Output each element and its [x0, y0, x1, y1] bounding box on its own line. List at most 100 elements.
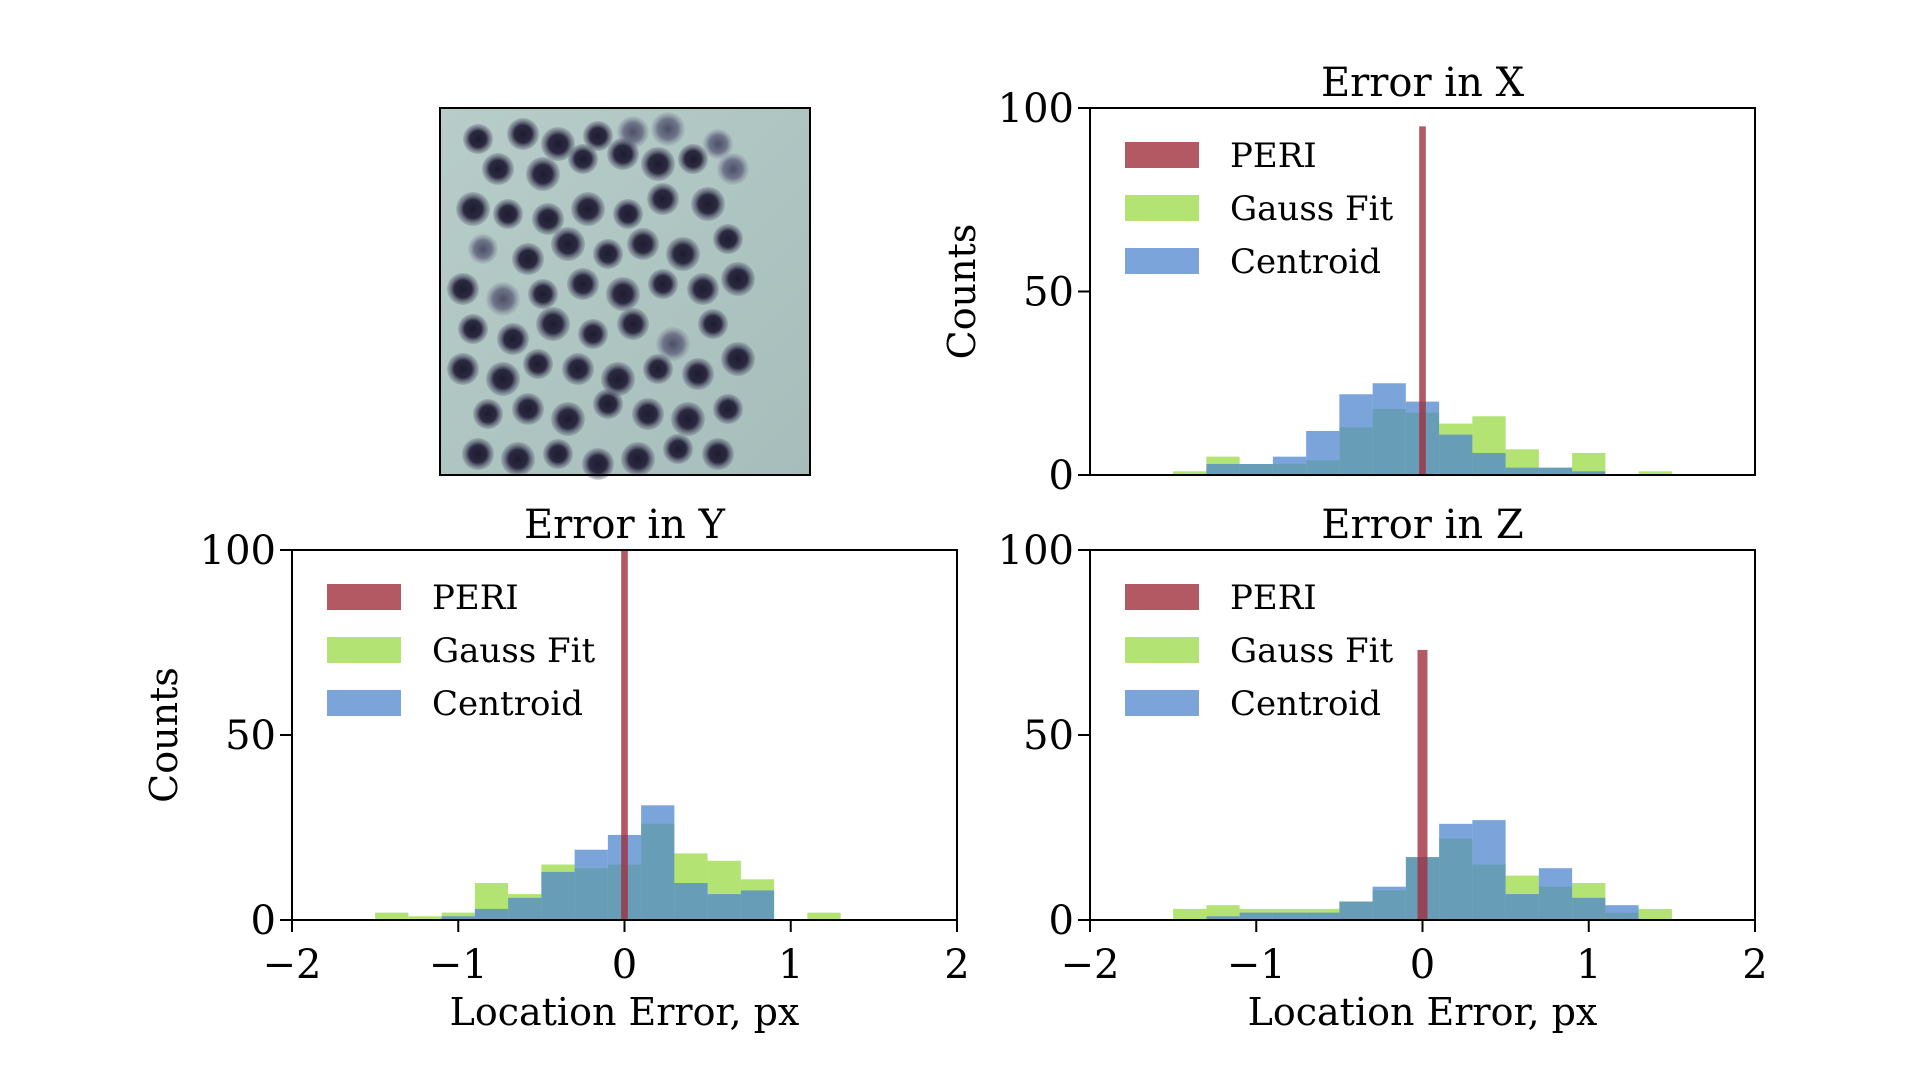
particle — [651, 112, 685, 146]
particle — [583, 121, 613, 151]
bar-gauss-fit — [375, 912, 409, 920]
particle — [468, 234, 498, 264]
bar-peri — [1419, 126, 1426, 475]
bar-centroid — [1505, 894, 1539, 920]
legend-swatch — [1125, 690, 1199, 716]
x-tick-label: 2 — [944, 942, 969, 988]
bar-gauss-fit — [1638, 471, 1672, 475]
legend-swatch — [327, 584, 401, 610]
particle — [713, 224, 743, 254]
x-tick-label: −2 — [263, 942, 322, 988]
chart-error-x: Error in X 0 50 100 Counts PERI Gauss Fit Centr… — [940, 60, 1756, 499]
bar-centroid — [1439, 823, 1473, 920]
particle — [458, 314, 488, 344]
particle — [648, 269, 678, 299]
bar-centroid — [1372, 383, 1406, 475]
legend-swatch — [1125, 195, 1199, 221]
particle — [536, 307, 570, 341]
particle — [447, 353, 479, 385]
legend-swatch — [1125, 142, 1199, 168]
particle — [632, 398, 664, 430]
bar-peri — [621, 550, 628, 920]
particle-image — [439, 107, 811, 480]
bar-centroid — [441, 916, 475, 920]
x-axis-label: Location Error, px — [1248, 990, 1598, 1034]
particle — [543, 439, 573, 469]
particle — [512, 393, 544, 425]
y-tick-label: 50 — [225, 713, 276, 759]
particle — [456, 192, 490, 226]
image-frame — [439, 107, 811, 476]
bar-centroid — [1472, 820, 1506, 920]
chart-title: Error in Y — [524, 502, 726, 548]
particle — [482, 153, 514, 185]
particle — [567, 268, 599, 300]
legend-label: Centroid — [1230, 242, 1381, 282]
bar-peri — [1417, 649, 1428, 920]
particle — [497, 323, 529, 355]
particle — [721, 262, 755, 296]
bar-centroid — [1439, 434, 1473, 475]
particle — [663, 434, 693, 464]
bar-centroid — [1206, 463, 1240, 475]
particle — [501, 442, 535, 476]
particle — [541, 127, 575, 161]
legend-swatch — [327, 690, 401, 716]
y-tick-label: 100 — [998, 86, 1074, 132]
y-axis-label: Counts — [940, 224, 984, 360]
bar-centroid — [1572, 897, 1606, 920]
particle — [617, 308, 649, 340]
y-tick-label: 50 — [1023, 270, 1074, 316]
bar-centroid — [674, 883, 708, 920]
y-tick-label: 100 — [998, 528, 1074, 574]
bar-centroid — [707, 894, 741, 920]
particle — [462, 438, 494, 470]
particle — [698, 309, 728, 339]
legend-swatch — [1125, 637, 1199, 663]
bar-centroid — [1306, 430, 1340, 475]
legend-label: PERI — [1230, 136, 1317, 176]
particle — [528, 279, 558, 309]
legend-swatch — [1125, 584, 1199, 610]
particle — [582, 448, 614, 480]
legend-label: Gauss Fit — [432, 631, 595, 671]
particle — [691, 187, 725, 221]
particle — [568, 144, 598, 174]
bar-centroid — [1272, 456, 1307, 475]
x-tick-label: 1 — [778, 942, 803, 988]
particle — [606, 277, 640, 311]
bar-centroid — [1339, 394, 1373, 475]
particle — [486, 282, 520, 316]
particle — [682, 358, 714, 390]
legend: PERI Gauss Fit Centroid — [1125, 578, 1393, 724]
particle — [532, 203, 564, 235]
particle — [473, 399, 503, 429]
legend: PERI Gauss Fit Centroid — [1125, 136, 1393, 282]
particle — [641, 147, 675, 181]
y-tick-label: 0 — [251, 898, 276, 944]
bar-centroid — [740, 890, 775, 920]
legend-label: Gauss Fit — [1230, 189, 1393, 229]
particle — [717, 153, 749, 185]
bar-centroid — [1206, 916, 1240, 920]
particle — [702, 438, 734, 470]
particle — [656, 327, 690, 361]
chart-title: Error in X — [1321, 60, 1525, 106]
particle — [507, 118, 539, 150]
bar-gauss-fit — [1173, 908, 1207, 920]
particle — [643, 354, 673, 384]
particle — [593, 239, 623, 269]
bar-centroid — [1306, 912, 1340, 920]
bar-centroid — [1572, 471, 1606, 475]
bar-gauss-fit — [1173, 471, 1207, 475]
bar-centroid — [541, 871, 575, 920]
particle — [621, 442, 655, 476]
y-tick-label: 100 — [200, 528, 276, 574]
x-tick-label: 2 — [1742, 942, 1767, 988]
y-tick-label: 0 — [1049, 453, 1074, 499]
y-axis-label: Counts — [142, 667, 186, 803]
bar-centroid — [1372, 886, 1406, 920]
bar-centroid — [1339, 901, 1373, 920]
particle — [526, 157, 560, 191]
